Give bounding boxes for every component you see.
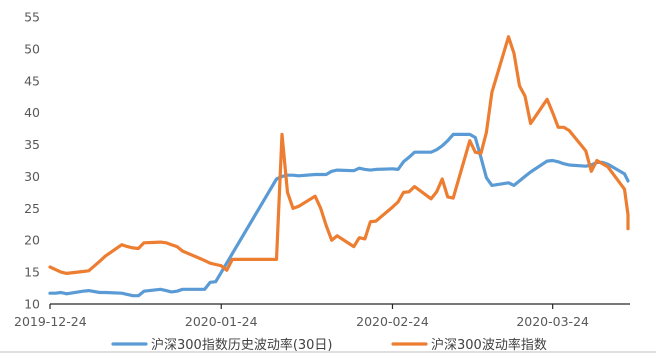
- series-line-1: [48, 132, 630, 298]
- y-tick-label: 55: [24, 10, 40, 25]
- y-tick-label: 20: [24, 233, 40, 248]
- y-tick-label: 30: [24, 169, 40, 184]
- legend-label-1: 沪深300指数历史波动率(30日): [151, 337, 333, 353]
- y-tick-label: 25: [24, 201, 40, 216]
- y-tick-label: 50: [24, 41, 40, 56]
- series-lines: [48, 35, 630, 298]
- legend: 沪深300指数历史波动率(30日) 沪深300波动率指数: [111, 337, 547, 353]
- x-axis-ticks: 2019-12-24 2020-01-24 2020-02-24 2020-03-24: [14, 304, 589, 329]
- x-tick-label: 2020-03-24: [516, 314, 589, 329]
- y-tick-label: 35: [24, 137, 40, 152]
- y-tick-label: 10: [24, 297, 40, 312]
- x-tick-label: 2020-01-24: [185, 314, 258, 329]
- series-line-2: [48, 35, 630, 275]
- y-tick-label: 40: [24, 105, 40, 120]
- x-tick-label: 2019-12-24: [14, 314, 87, 329]
- x-tick-label: 2020-02-24: [356, 314, 429, 329]
- y-axis-tick-labels: 10 15 20 25 30 35 40 45 50 55: [24, 10, 40, 312]
- y-tick-label: 45: [24, 73, 40, 88]
- legend-label-2: 沪深300波动率指数: [431, 337, 547, 353]
- y-tick-label: 15: [24, 265, 40, 280]
